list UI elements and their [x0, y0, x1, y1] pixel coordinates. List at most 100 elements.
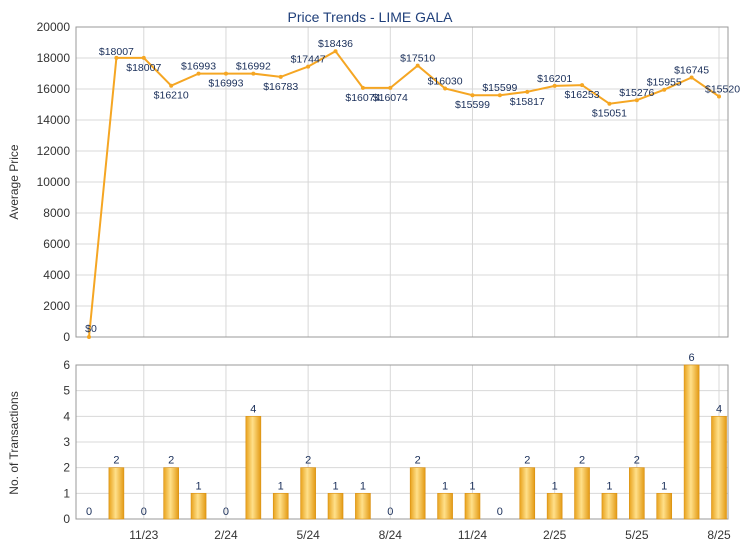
- transactions-y-tick-label: 0: [63, 512, 70, 526]
- price-plot-frame: [75, 26, 729, 338]
- transaction-bar: [464, 493, 481, 520]
- transaction-bar-label: 2: [113, 455, 119, 467]
- transaction-bar-label: 1: [552, 480, 558, 492]
- transactions-panel: 0 1 2 3 4 5 6 11/23 2/24 5/24 8/24 11/24 2/25 5/25 8/2…: [63, 352, 731, 542]
- transactions-y-tick-label: 3: [63, 435, 70, 449]
- transaction-bar: [546, 493, 563, 520]
- price-point: [552, 83, 557, 88]
- price-data-label: $17510: [400, 53, 435, 65]
- price-y-tick-label: 4000: [43, 268, 70, 282]
- price-point: [689, 75, 694, 80]
- transaction-bar-label: 6: [689, 352, 695, 364]
- transaction-bar-label: 1: [442, 480, 448, 492]
- transaction-bar-label: 2: [524, 455, 530, 467]
- transaction-bar: [327, 493, 344, 520]
- transaction-bar-label: 4: [250, 403, 256, 415]
- price-data-label: $16783: [263, 81, 298, 93]
- transaction-bar-label: 0: [141, 506, 147, 518]
- transaction-bar-label: 2: [415, 455, 421, 467]
- transaction-bar-label: 1: [661, 480, 667, 492]
- price-data-label: $15955: [647, 77, 682, 89]
- price-y-tick-label: 12000: [37, 144, 71, 158]
- transaction-bar: [409, 467, 426, 520]
- price-data-label: $16030: [428, 76, 463, 88]
- price-data-label: $15817: [510, 96, 545, 108]
- transaction-bar: [519, 467, 536, 520]
- price-y-tick-label: 18000: [37, 51, 71, 65]
- transaction-bar: [683, 364, 700, 520]
- transaction-bar: [108, 467, 125, 520]
- x-tick-label: 11/24: [458, 528, 487, 542]
- price-data-label: $16993: [208, 78, 243, 90]
- x-tick-label: 5/25: [625, 528, 649, 542]
- transaction-bar-label: 1: [606, 480, 612, 492]
- transaction-bar-label: 0: [497, 506, 503, 518]
- transactions-y-tick-label: 6: [63, 358, 70, 372]
- transaction-bar-label: 2: [579, 455, 585, 467]
- price-point: [497, 93, 502, 98]
- transaction-bar-label: 0: [387, 506, 393, 518]
- price-data-label: $18436: [318, 38, 353, 50]
- transaction-bar-label: 4: [716, 403, 722, 415]
- price-data-label: $16074: [373, 92, 408, 104]
- transaction-bar-label: 0: [86, 506, 92, 518]
- transaction-bar-label: 0: [223, 506, 229, 518]
- price-y-tick-label: 2000: [43, 299, 70, 313]
- price-point: [306, 64, 311, 69]
- price-data-label: $16992: [236, 61, 271, 73]
- price-data-label: $15276: [619, 87, 654, 99]
- transaction-bar-label: 2: [305, 455, 311, 467]
- price-data-label: $16210: [154, 90, 189, 102]
- price-data-label: $15520: [705, 83, 740, 95]
- transaction-bar: [601, 493, 618, 520]
- price-point: [662, 87, 667, 92]
- price-data-label: $18007: [99, 46, 134, 58]
- transactions-y-tick-label: 5: [63, 384, 70, 398]
- transaction-bar: [574, 467, 590, 520]
- transaction-bar-label: 2: [634, 455, 640, 467]
- transactions-axis-title: No. of Transactions: [7, 391, 21, 494]
- price-panel: 0 2000 4000 6000 8000 10000 12000 14000 16000 180…: [37, 20, 740, 344]
- price-y-tick-label: 20000: [37, 20, 71, 34]
- price-data-label: $0: [85, 323, 97, 335]
- price-y-tick-label: 6000: [43, 237, 70, 251]
- price-data-label: $15599: [455, 99, 490, 111]
- price-point: [169, 83, 174, 88]
- transaction-bar: [711, 416, 727, 520]
- price-point: [196, 71, 201, 76]
- x-tick-label: 8/25: [707, 528, 731, 542]
- transaction-bar: [272, 493, 289, 520]
- price-data-label: $17447: [291, 54, 326, 66]
- price-point: [717, 94, 721, 99]
- price-data-label: $16253: [565, 89, 600, 101]
- x-tick-label: 5/24: [296, 528, 320, 542]
- x-tick-label: 2/24: [214, 528, 238, 542]
- price-point: [223, 71, 228, 76]
- price-y-tick-label: 8000: [43, 206, 70, 220]
- transactions-y-tick-label: 2: [63, 461, 70, 475]
- price-point: [114, 55, 119, 60]
- price-point: [634, 98, 639, 103]
- price-point: [415, 63, 420, 68]
- transaction-bar-label: 2: [168, 455, 174, 467]
- transaction-bar: [300, 467, 316, 520]
- price-point: [525, 89, 530, 94]
- price-point: [360, 85, 365, 90]
- price-data-label: $16201: [537, 73, 572, 85]
- transaction-bar-label: 1: [278, 480, 284, 492]
- price-data-label: $16745: [674, 64, 709, 76]
- price-point: [470, 93, 475, 98]
- transaction-bar: [656, 493, 673, 520]
- transaction-bar: [163, 467, 179, 520]
- price-point: [278, 74, 283, 79]
- transaction-bar-label: 1: [469, 480, 475, 492]
- price-point: [580, 83, 585, 88]
- transaction-bar: [437, 493, 453, 520]
- price-y-tick-label: 16000: [37, 82, 71, 96]
- price-y-tick-label: 10000: [37, 175, 71, 189]
- price-data-label: $16993: [181, 61, 216, 73]
- price-point: [141, 55, 146, 60]
- transactions-y-tick-label: 1: [63, 486, 70, 500]
